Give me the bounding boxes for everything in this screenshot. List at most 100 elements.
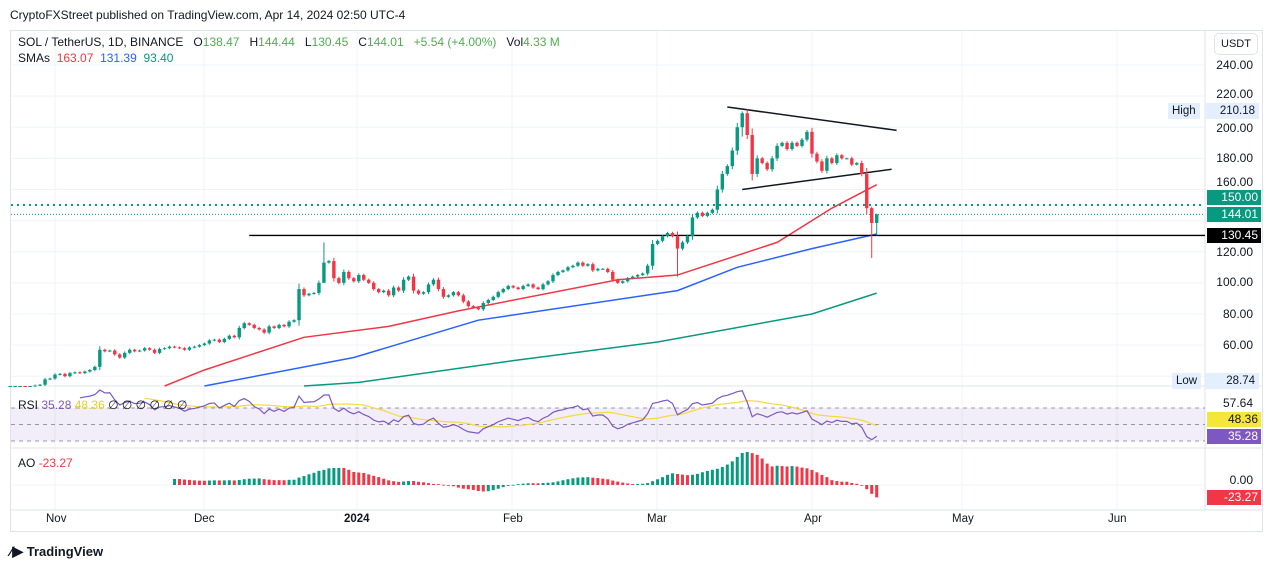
rsi-legend[interactable]: RSI 35.28 48.36 ∅ ∅ ∅ ∅ ∅ ∅ <box>18 398 188 412</box>
candle-body <box>327 261 331 263</box>
ao-bar <box>377 477 381 485</box>
candle <box>287 320 291 328</box>
candle-body <box>531 284 535 288</box>
candle-body <box>426 284 431 293</box>
ao-bar <box>461 485 465 489</box>
price-tick: 160.00 <box>1216 175 1253 189</box>
candle <box>78 371 82 374</box>
candle <box>566 266 570 272</box>
candle-body <box>287 321 291 327</box>
tradingview-logo[interactable]: ⁄▶ TradingView <box>10 543 103 560</box>
ao-bar <box>601 478 605 485</box>
candle-body <box>267 326 271 333</box>
ao-bar <box>795 466 799 485</box>
low-value: 130.45 <box>311 35 349 49</box>
ao-bar <box>611 480 615 485</box>
candle-body <box>123 352 127 358</box>
ao-bar <box>671 473 675 485</box>
ao-bar <box>526 483 530 485</box>
candle-body <box>352 278 356 282</box>
candle-body <box>197 345 202 347</box>
candle-body <box>332 261 336 279</box>
ao-bar <box>860 485 864 486</box>
candle-body <box>63 373 67 377</box>
time-tick: Feb <box>503 513 523 525</box>
rsi-upper-tick: 57.64 <box>1222 396 1253 410</box>
candle-body <box>526 284 530 286</box>
ao-bar <box>292 479 296 485</box>
candle-body <box>227 335 231 339</box>
ao-bar <box>666 474 670 485</box>
candle-body <box>675 236 680 249</box>
candle-body <box>207 340 212 344</box>
candle-body <box>396 287 401 291</box>
grid <box>11 31 1205 510</box>
candle-body <box>765 163 769 170</box>
ao-bar <box>735 456 739 485</box>
close-label: C <box>358 35 367 49</box>
sma-legend[interactable]: SMAs 163.07 131.39 93.40 <box>18 51 173 65</box>
candle-body <box>68 373 72 377</box>
candle <box>506 284 510 291</box>
horizontal-line-badge: 130.45 <box>1207 228 1261 243</box>
candle-body <box>357 275 361 282</box>
candle <box>337 276 341 285</box>
rsi-ma-line <box>144 397 877 428</box>
ao-bar <box>362 472 366 485</box>
ao-bar <box>621 482 625 485</box>
sma-line <box>303 292 877 387</box>
candle-body <box>606 268 610 272</box>
candle-body <box>247 323 251 325</box>
ao-legend[interactable]: AO -23.27 <box>18 456 73 470</box>
ao-bar <box>307 474 311 485</box>
volume-value: 4.33 M <box>523 35 560 49</box>
candle <box>621 280 625 284</box>
ao-bar <box>451 485 455 487</box>
candle <box>357 273 361 283</box>
candle-body <box>506 285 510 290</box>
ao-bar <box>710 469 714 485</box>
candle-body <box>660 236 665 241</box>
symbol-name[interactable]: SOL / TetherUS, 1D, BINANCE <box>18 35 184 49</box>
candle-body <box>401 279 406 291</box>
candle <box>93 365 97 372</box>
ao-bar <box>446 485 450 486</box>
candle <box>750 128 754 181</box>
candle-body <box>48 378 52 380</box>
candle-body <box>113 350 117 355</box>
low-tag-label: Low <box>1172 373 1202 389</box>
candle-body <box>83 371 87 374</box>
candle <box>441 287 446 299</box>
ao-bar <box>282 480 286 485</box>
ao-bar <box>417 481 421 485</box>
candle-body <box>446 295 451 297</box>
candle-body <box>337 278 341 283</box>
close-value: 144.01 <box>366 35 404 49</box>
candle-body <box>725 166 729 174</box>
candle-body <box>815 153 819 162</box>
candle-body <box>416 290 421 294</box>
candle <box>391 285 396 298</box>
ao-bar <box>531 483 535 485</box>
candle <box>53 373 57 380</box>
candle-body <box>591 264 595 271</box>
ao-bar <box>556 481 560 485</box>
candle <box>137 349 142 353</box>
candle <box>83 370 87 375</box>
candle-body <box>322 262 326 283</box>
candle <box>840 154 844 160</box>
currency-button[interactable]: USDT <box>1214 33 1258 55</box>
candle-body <box>501 289 505 293</box>
ao-bar <box>815 472 819 485</box>
high-tag-value: 210.18 <box>1205 103 1259 119</box>
ao-bar <box>820 474 824 485</box>
ao-bar <box>217 480 221 485</box>
drawings <box>11 106 1205 237</box>
ao-bar <box>382 478 386 485</box>
candle-body <box>162 348 167 350</box>
rsi-label: RSI <box>18 398 39 412</box>
candle <box>461 293 466 304</box>
candle-body <box>222 338 227 342</box>
candle <box>800 137 804 148</box>
